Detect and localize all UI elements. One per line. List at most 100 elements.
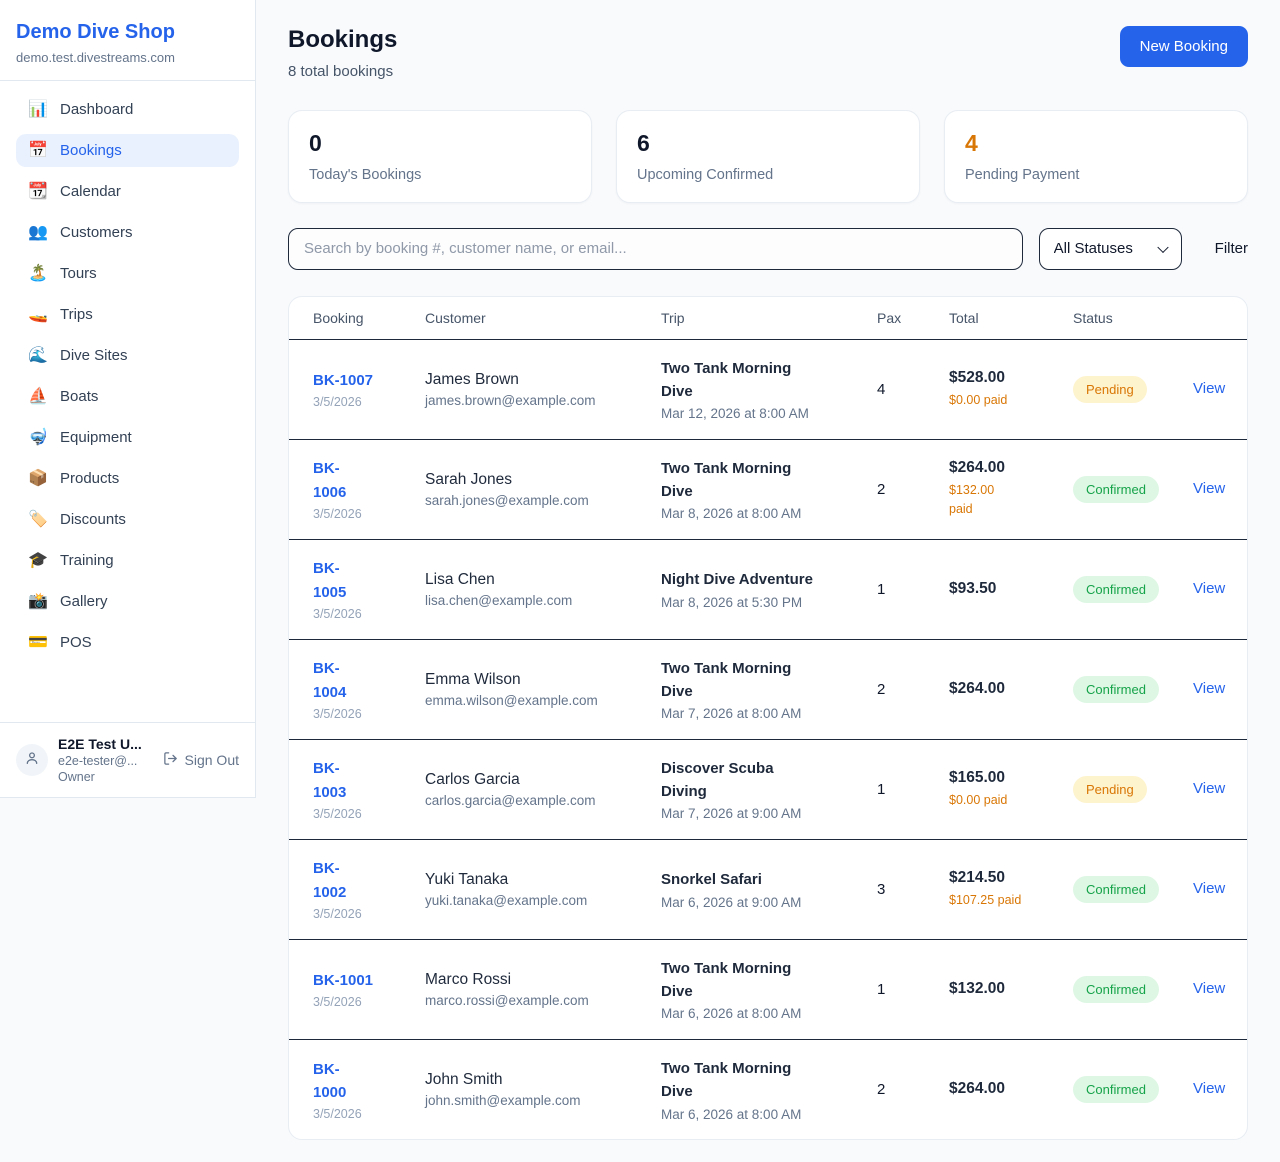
paid-amount: $132.00 paid (949, 483, 995, 517)
customer-name: Yuki Tanaka (425, 870, 509, 888)
status-select[interactable]: All Statuses (1038, 227, 1182, 270)
view-link[interactable]: View (1193, 780, 1226, 798)
sidebar-item-trips[interactable]: 🚤 Trips (16, 298, 239, 331)
sidebar-item-tours[interactable]: 🏝️ Tours (16, 257, 239, 290)
trip-datetime: Mar 8, 2026 at 8:00 AM (661, 506, 802, 522)
booking-date: 3/5/2026 (313, 1107, 362, 1122)
stat-label: Upcoming Confirmed (637, 166, 774, 183)
customer-email: marco.rossi@example.com (425, 992, 589, 1008)
nav-label: Products (60, 470, 120, 487)
booking-date: 3/5/2026 (313, 506, 362, 521)
sidebar-item-calendar[interactable]: 📆 Calendar (16, 175, 239, 208)
sidebar-item-equipment[interactable]: 🤿 Equipment (16, 421, 239, 454)
column-header: Pax (877, 296, 949, 340)
sidebar-item-customers[interactable]: 👥 Customers (16, 216, 239, 249)
booking-id-link[interactable]: BK- 1003 (313, 760, 347, 801)
customer-name: Carlos Garcia (425, 770, 520, 788)
nav-icon: 📆 (28, 182, 48, 200)
sidebar-item-training[interactable]: 🎓 Training (16, 544, 239, 577)
user-name: E2E Test U... (58, 736, 142, 752)
customer-email: sarah.jones@example.com (425, 492, 589, 508)
user-role: Owner (58, 770, 95, 784)
stat-value: 0 (309, 130, 322, 156)
nav-icon: 🎓 (28, 551, 48, 569)
nav-icon: 🤿 (28, 428, 48, 446)
trip-datetime: Mar 8, 2026 at 5:30 PM (661, 594, 803, 610)
pax-count: 1 (877, 739, 949, 840)
sidebar-item-pos[interactable]: 💳 POS (16, 626, 239, 659)
user-email: e2e-tester@... (58, 754, 138, 768)
booking-date: 3/5/2026 (313, 706, 362, 721)
status-select-wrap: All Statuses (1038, 227, 1182, 270)
trip-name: Two Tank Morning Dive (661, 659, 792, 701)
sidebar-item-dashboard[interactable]: 📊 Dashboard (16, 93, 239, 126)
sidebar-header: Demo Dive Shop demo.test.divestreams.com (0, 0, 255, 81)
booking-date: 3/5/2026 (313, 995, 362, 1010)
booking-id-link[interactable]: BK- 1000 (313, 1060, 347, 1101)
column-header: Trip (661, 296, 877, 340)
booking-date: 3/5/2026 (313, 395, 362, 410)
customer-name: John Smith (425, 1070, 503, 1088)
booking-id-link[interactable]: BK-1007 (313, 371, 374, 389)
table-row: BK- 1004 3/5/2026 Emma Wilson emma.wilso… (289, 639, 1247, 740)
shop-domain: demo.test.divestreams.com (16, 50, 175, 65)
pax-count: 2 (877, 639, 949, 740)
view-link[interactable]: View (1193, 480, 1226, 498)
trip-datetime: Mar 12, 2026 at 8:00 AM (661, 406, 809, 422)
trip-datetime: Mar 6, 2026 at 8:00 AM (661, 1106, 802, 1122)
trip-datetime: Mar 6, 2026 at 8:00 AM (661, 1006, 802, 1022)
view-link[interactable]: View (1193, 680, 1226, 698)
booking-date: 3/5/2026 (313, 606, 362, 621)
trip-name: Snorkel Safari (661, 871, 762, 889)
sidebar-item-boats[interactable]: ⛵ Boats (16, 380, 239, 413)
page-header-text: Bookings 8 total bookings (288, 26, 397, 80)
status-badge: Confirmed (1073, 875, 1159, 903)
view-link[interactable]: View (1193, 380, 1226, 398)
sidebar-item-products[interactable]: 📦 Products (16, 462, 239, 495)
stat-card-todays-bookings: 0 Today's Bookings (288, 110, 592, 203)
table-row: BK-1007 3/5/2026 James Brown james.brown… (289, 339, 1247, 440)
paid-amount: $0.00 paid (949, 792, 1008, 807)
view-link[interactable]: View (1193, 980, 1226, 998)
pax-count: 2 (877, 1080, 886, 1098)
stat-card-upcoming-confirmed: 6 Upcoming Confirmed (616, 110, 920, 203)
total-amount: $132.00 (949, 980, 1006, 998)
sidebar-item-gallery[interactable]: 📸 Gallery (16, 585, 239, 618)
view-link[interactable]: View (1193, 880, 1226, 898)
sidebar-item-bookings[interactable]: 📅 Bookings (16, 134, 239, 167)
view-link[interactable]: View (1193, 580, 1226, 598)
customer-name: James Brown (425, 370, 519, 388)
trip-name: Two Tank Morning Dive (661, 1060, 792, 1101)
nav-icon: 🏷️ (28, 510, 48, 528)
trip-name: Two Tank Morning Dive (661, 959, 792, 1001)
user-icon (24, 750, 40, 771)
sidebar-item-dive-sites[interactable]: 🌊 Dive Sites (16, 339, 239, 372)
view-link[interactable]: View (1193, 1080, 1226, 1098)
booking-id-link[interactable]: BK- 1002 (313, 860, 347, 901)
status-badge: Confirmed (1073, 975, 1159, 1003)
sidebar-item-discounts[interactable]: 🏷️ Discounts (16, 503, 239, 536)
new-booking-button[interactable]: New Booking (1119, 26, 1248, 67)
paid-amount: $0.00 paid (949, 392, 1008, 407)
booking-id-link[interactable]: BK- 1005 (313, 560, 347, 601)
stat-value: 6 (637, 130, 650, 156)
user-info: E2E Test U... e2e-tester@... Owner (58, 736, 153, 784)
status-badge: Pending (1073, 775, 1147, 803)
sign-out-button[interactable]: Sign Out (163, 751, 239, 769)
page-title: Bookings (288, 26, 398, 53)
customer-email: lisa.chen@example.com (425, 592, 573, 608)
column-header (1193, 296, 1247, 340)
filter-button[interactable]: Filter (1214, 240, 1248, 258)
table-row: BK- 1002 3/5/2026 Yuki Tanaka yuki.tanak… (289, 839, 1247, 940)
customer-email: james.brown@example.com (425, 392, 596, 408)
booking-id-link[interactable]: BK- 1006 (313, 460, 347, 501)
nav-icon: 📦 (28, 469, 48, 487)
booking-id-link[interactable]: BK- 1004 (313, 660, 347, 701)
booking-id-link[interactable]: BK-1001 (313, 971, 374, 989)
table-row: BK- 1000 3/5/2026 John Smith john.smith@… (289, 1039, 1247, 1139)
search-input[interactable] (288, 227, 1023, 270)
total-amount: $165.00 (949, 768, 1006, 786)
column-header: Status (1073, 296, 1193, 340)
nav-label: POS (60, 634, 92, 651)
main-content: Bookings 8 total bookings New Booking 0 … (256, 0, 1280, 1162)
